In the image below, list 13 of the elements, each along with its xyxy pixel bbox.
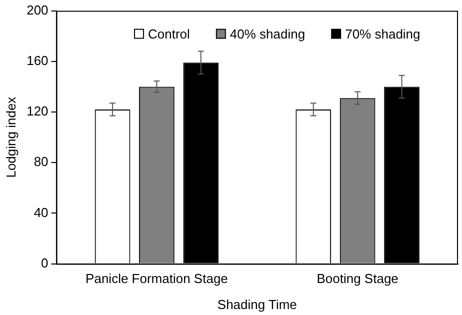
y-tick-label: 200 [26,2,48,18]
legend-label: 40% shading [230,26,306,42]
x-tick-label: Booting Stage [316,271,398,286]
y-tick-label: 160 [26,52,48,68]
y-tick-label: 0 [41,255,48,270]
y-axis-title: Lodging index [3,96,18,178]
legend-label: 70% shading [345,26,420,42]
x-axis-title: Shading Time [217,296,297,312]
legend-label: Control [148,26,190,42]
y-tick-label: 120 [26,104,48,119]
y-tick-label: 40 [34,204,48,220]
y-tick-label: 80 [34,154,48,170]
x-tick-label: Panicle Formation Stage [86,271,228,286]
